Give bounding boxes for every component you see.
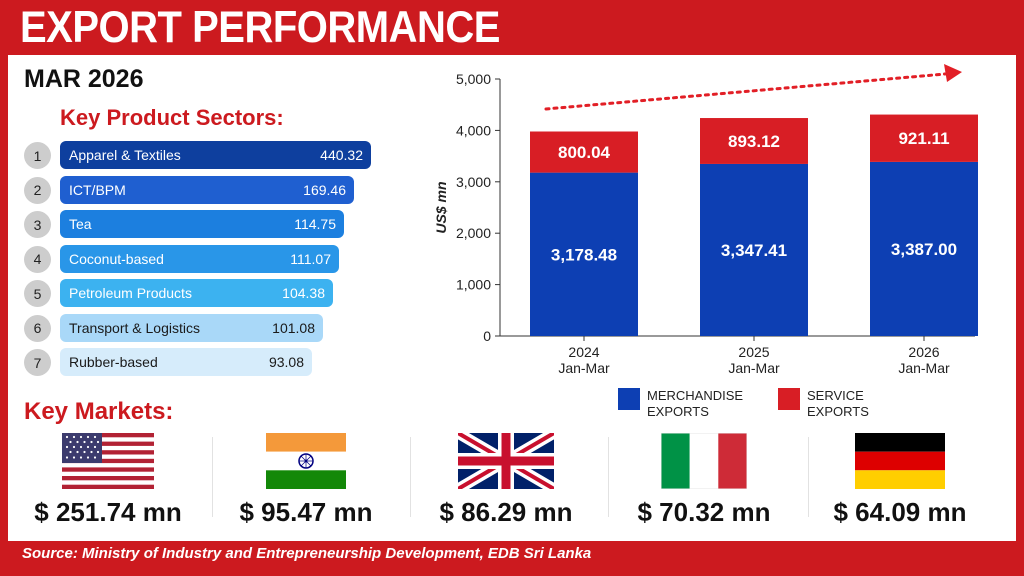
sector-rank: 6 (24, 314, 51, 342)
period-label: MAR 2026 (24, 65, 144, 93)
service-bar (870, 114, 978, 162)
merchandise-bar (530, 172, 638, 336)
page-title: EXPORT PERFORMANCE (20, 3, 500, 53)
sector-bar: Petroleum Products 104.38 (60, 279, 333, 307)
usa-flag-icon (62, 433, 154, 489)
source-note: Source: Ministry of Industry and Entrepr… (22, 545, 592, 562)
bar-value-label: 3,387.00 (891, 240, 957, 259)
bar-value-label: 800.04 (558, 143, 611, 162)
legend-label: EXPORTS (647, 404, 709, 419)
legend-swatch (778, 388, 800, 410)
content-panel: MAR 2026 Key Product Sectors: 1 Apparel &… (8, 55, 1016, 541)
legend-swatch (618, 388, 640, 410)
sector-value: 93.08 (268, 354, 304, 370)
sector-rank: 2 (24, 176, 51, 204)
x-tick-label: Jan-Mar (898, 360, 950, 376)
sector-bar: Transport & Logistics 101.08 (60, 313, 323, 342)
y-tick-label: 4,000 (456, 122, 491, 138)
sector-value: 440.32 (320, 147, 363, 163)
sector-name: Coconut-based (69, 250, 164, 267)
x-tick-label: 2025 (738, 344, 769, 360)
x-tick-label: Jan-Mar (728, 360, 780, 376)
bar-value-label: 921.11 (898, 129, 949, 148)
market-germany: $ 64.09 mn (800, 433, 1000, 528)
sector-rank: 3 (24, 211, 51, 238)
merchandise-bar (700, 163, 808, 336)
germany-flag-icon (855, 433, 945, 489)
sector-bar: Apparel & Textiles 440.32 (60, 141, 371, 169)
sector-name: Apparel & Textiles (69, 147, 181, 163)
y-tick-label: 2,000 (456, 225, 491, 241)
market-amount: $ 64.09 mn (833, 497, 967, 527)
sector-value: 101.08 (272, 319, 315, 336)
y-tick-label: 1,000 (456, 277, 491, 293)
market-usa: $ 251.74 mn (8, 433, 208, 528)
sector-name: ICT/BPM (69, 181, 126, 198)
sector-value: 114.75 (294, 216, 336, 232)
x-tick-label: 2026 (908, 344, 939, 360)
market-divider (410, 437, 411, 517)
service-bar (530, 131, 638, 173)
sector-bar: Rubber-based 93.08 (60, 348, 312, 376)
market-italy: $ 70.32 mn (604, 433, 804, 528)
market-divider (212, 437, 213, 517)
sector-value: 104.38 (282, 285, 325, 301)
sector-rank: 1 (24, 142, 51, 169)
legend-label: EXPORTS (807, 404, 869, 419)
italy-flag-icon (661, 433, 747, 489)
trend-arrow-line (544, 72, 947, 111)
bar-value-label: 893.12 (728, 132, 780, 151)
market-amount: $ 70.32 mn (637, 497, 771, 527)
sector-name: Rubber-based (69, 354, 158, 370)
x-tick-label: 2024 (568, 344, 599, 360)
markets-heading: Key Markets: (24, 398, 174, 425)
sector-rank: 5 (24, 280, 51, 307)
y-tick-label: 3,000 (456, 174, 491, 190)
market-divider (808, 437, 809, 517)
sector-rank: 4 (24, 245, 51, 273)
sector-bar: ICT/BPM 169.46 (60, 175, 354, 204)
legend-label: MERCHANDISE (647, 388, 743, 403)
sector-bar: Coconut-based 111.07 (60, 244, 339, 273)
merchandise-bar (870, 161, 978, 336)
sector-bar: Tea 114.75 (60, 210, 344, 238)
uk-flag-icon (458, 433, 554, 489)
sector-value: 111.07 (290, 250, 331, 267)
india-flag-icon (266, 433, 346, 489)
x-tick-label: Jan-Mar (558, 360, 610, 376)
market-uk: $ 86.29 mn (406, 433, 606, 528)
sector-value: 169.46 (303, 181, 346, 198)
market-amount: $ 95.47 mn (239, 497, 373, 527)
sector-rank: 7 (24, 349, 51, 376)
y-tick-label: 5,000 (456, 71, 491, 87)
export-chart: 0 1,000 2,000 3,000 4,000 5,000 US$ mn 3,178.48… (433, 64, 978, 419)
sector-name: Transport & Logistics (69, 319, 200, 336)
sectors-heading: Key Product Sectors: (60, 105, 284, 130)
service-bar (700, 118, 808, 164)
trend-arrowhead-icon (944, 64, 962, 82)
market-amount: $ 86.29 mn (439, 497, 573, 527)
bar-value-label: 3,347.41 (721, 241, 787, 260)
y-tick-label: 0 (483, 328, 491, 344)
sector-name: Petroleum Products (69, 285, 192, 301)
market-divider (608, 437, 609, 517)
market-india: $ 95.47 mn (206, 433, 406, 528)
bar-value-label: 3,178.48 (551, 245, 617, 264)
sector-name: Tea (69, 216, 92, 232)
market-amount: $ 251.74 mn (34, 497, 182, 527)
y-axis-label: US$ mn (433, 181, 449, 233)
legend-label: SERVICE (807, 388, 864, 403)
